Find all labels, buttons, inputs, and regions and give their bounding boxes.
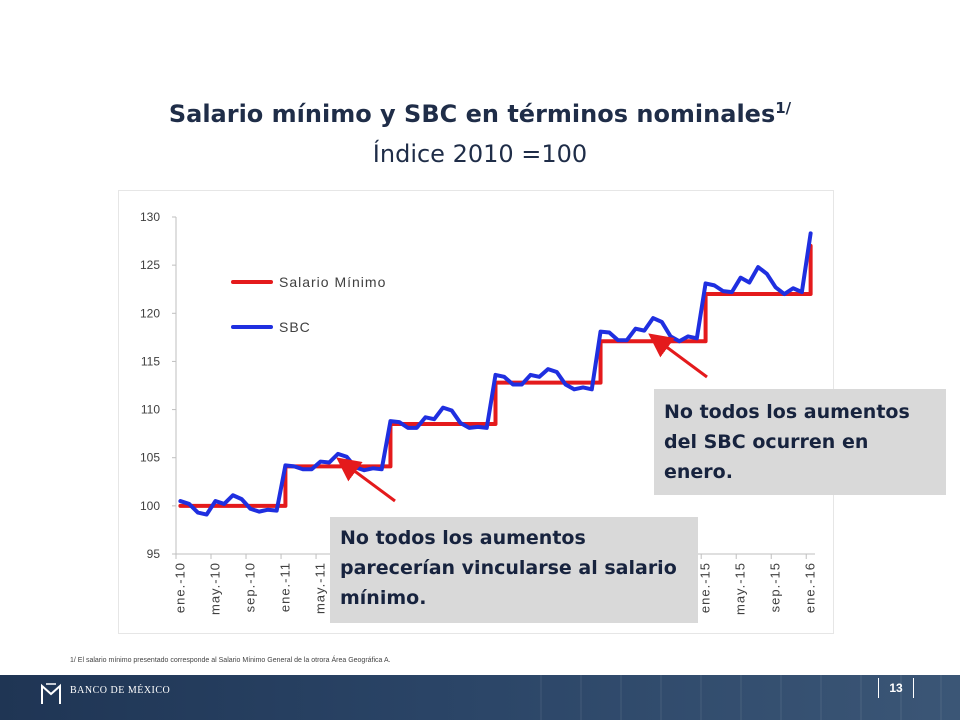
x-tick-label: sep.-10 xyxy=(242,562,257,612)
x-tick-label: ene.-10 xyxy=(172,562,187,613)
chart-title-text: Salario mínimo y SBC en términos nominal… xyxy=(168,100,776,128)
page-number: 13 xyxy=(878,678,914,698)
y-tick-label: 100 xyxy=(140,499,160,513)
x-tick-label: sep.-15 xyxy=(768,562,783,612)
x-tick-label: may.-11 xyxy=(312,562,327,614)
x-tick-label: ene.-11 xyxy=(277,562,292,612)
y-tick-label: 125 xyxy=(140,258,160,272)
legend-label-1: SBC xyxy=(279,319,311,335)
chart-subtitle: Índice 2010 =100 xyxy=(372,140,588,168)
y-tick-label: 95 xyxy=(147,547,161,561)
footer-pattern xyxy=(540,675,960,720)
x-tick-label: may.-15 xyxy=(733,562,748,615)
annotation-arrow-minimum-wage xyxy=(336,457,396,503)
x-tick-label: ene.-15 xyxy=(698,562,713,613)
y-tick-label: 120 xyxy=(140,306,160,320)
y-tick-label: 110 xyxy=(141,403,160,417)
y-tick-label: 105 xyxy=(140,451,160,465)
chart-title-footnote-mark: 1/ xyxy=(775,99,792,117)
line-chart: 95 100 105 110 115 120 125 130 ene.-10 may.-10 sep… xyxy=(140,210,818,615)
chart-title: Salario mínimo y SBC en términos nominal… xyxy=(0,100,960,128)
bank-logo-icon xyxy=(41,683,61,704)
series-line-sbc xyxy=(178,231,813,517)
callout-minimum-wage-link: No todos los aumentos parecerían vincula… xyxy=(330,517,698,623)
callout-sbc-increases: No todos los aumentos del SBC ocurren en… xyxy=(654,389,946,495)
footer-bar xyxy=(0,675,960,720)
y-tick-label: 115 xyxy=(141,354,160,368)
x-tick-label: ene.-16 xyxy=(803,562,818,613)
y-tick-label: 130 xyxy=(140,210,160,224)
footnote: 1/ El salario mínimo presentado correspo… xyxy=(70,657,391,664)
legend-label-0: Salario Mínimo xyxy=(279,274,386,290)
bank-name: BANCO DE MÉXICO xyxy=(70,685,171,696)
x-tick-label: may.-10 xyxy=(207,562,222,615)
annotation-arrow-sbc xyxy=(648,333,708,379)
